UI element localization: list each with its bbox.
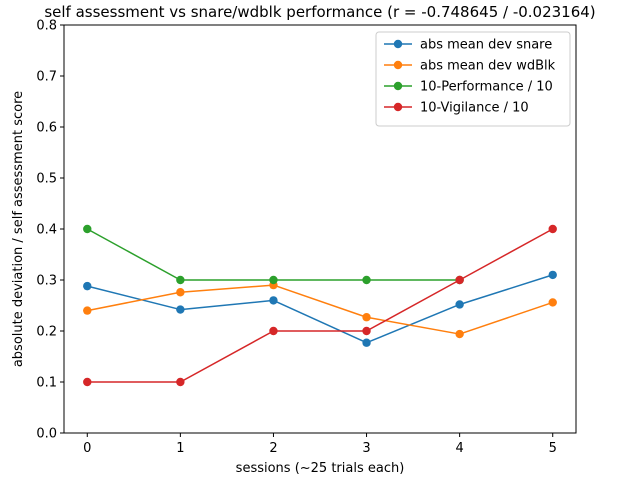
y-axis-label: absolute deviation / self assessment sco… — [11, 91, 26, 367]
x-tick-label: 3 — [362, 441, 370, 456]
data-point — [455, 300, 464, 309]
legend-item: 10-Vigilance / 10 — [384, 101, 529, 116]
series-line — [87, 284, 553, 335]
legend: abs mean dev snare abs mean dev wdBlk 10-P… — [375, 31, 571, 127]
y-tick-label: 0.0 — [36, 427, 57, 442]
data-point — [176, 275, 185, 285]
legend-swatch-marker — [393, 102, 403, 112]
data-point — [83, 224, 92, 234]
data-point — [269, 296, 278, 305]
series-3 — [83, 224, 557, 387]
x-tick-label: 5 — [549, 441, 557, 456]
x-tick-label: 0 — [83, 441, 91, 456]
legend-box — [375, 31, 571, 127]
data-point — [176, 305, 185, 314]
series-line — [87, 228, 554, 383]
data-point — [362, 338, 371, 347]
legend-label: abs mean dev snare — [420, 38, 552, 53]
legend-item: abs mean dev snare — [384, 38, 552, 53]
series-line — [87, 274, 553, 344]
data-point — [362, 313, 371, 322]
data-point — [548, 270, 557, 280]
legend-swatch-marker — [393, 60, 403, 70]
data-point — [269, 275, 278, 285]
data-point — [455, 329, 464, 339]
x-tick-label: 4 — [455, 441, 463, 456]
data-point — [548, 224, 557, 234]
data-point — [176, 288, 185, 297]
y-tick-label: 0.5 — [36, 172, 57, 187]
data-point — [455, 275, 464, 285]
data-point — [269, 326, 278, 336]
x-tick-label: 2 — [269, 441, 277, 456]
data-point — [176, 377, 185, 387]
y-tick-label: 0.6 — [36, 121, 57, 136]
legend-item: abs mean dev wdBlk — [384, 59, 556, 74]
data-point — [362, 275, 371, 285]
series-1 — [83, 280, 557, 339]
data-point — [362, 326, 371, 336]
x-tick-label: 1 — [176, 441, 184, 456]
legend-label: 10-Performance / 10 — [420, 80, 553, 95]
data-point — [83, 306, 92, 315]
y-tick-label: 0.1 — [36, 376, 57, 391]
y-tick-label: 0.4 — [36, 223, 57, 238]
series-2 — [83, 224, 464, 285]
plot-frame — [63, 24, 577, 434]
chart-title: self assessment vs snare/wdblk performan… — [44, 3, 595, 21]
data-point — [83, 281, 92, 291]
y-tick-label: 0.2 — [36, 325, 57, 340]
legend-label: 10-Vigilance / 10 — [420, 101, 529, 116]
y-tick-label: 0.8 — [36, 19, 57, 34]
series-layer — [83, 224, 557, 387]
y-tick-label: 0.3 — [36, 274, 57, 289]
legend-swatch-marker — [393, 81, 403, 91]
legend-label: abs mean dev wdBlk — [420, 59, 556, 74]
series-0 — [83, 270, 557, 347]
data-point — [83, 377, 92, 387]
legend-swatch-marker — [393, 39, 403, 49]
x-axis-label: sessions (~25 trials each) — [236, 461, 405, 476]
data-point — [548, 298, 557, 307]
legend-item: 10-Performance / 10 — [384, 80, 553, 95]
y-tick-label: 0.7 — [36, 70, 57, 85]
